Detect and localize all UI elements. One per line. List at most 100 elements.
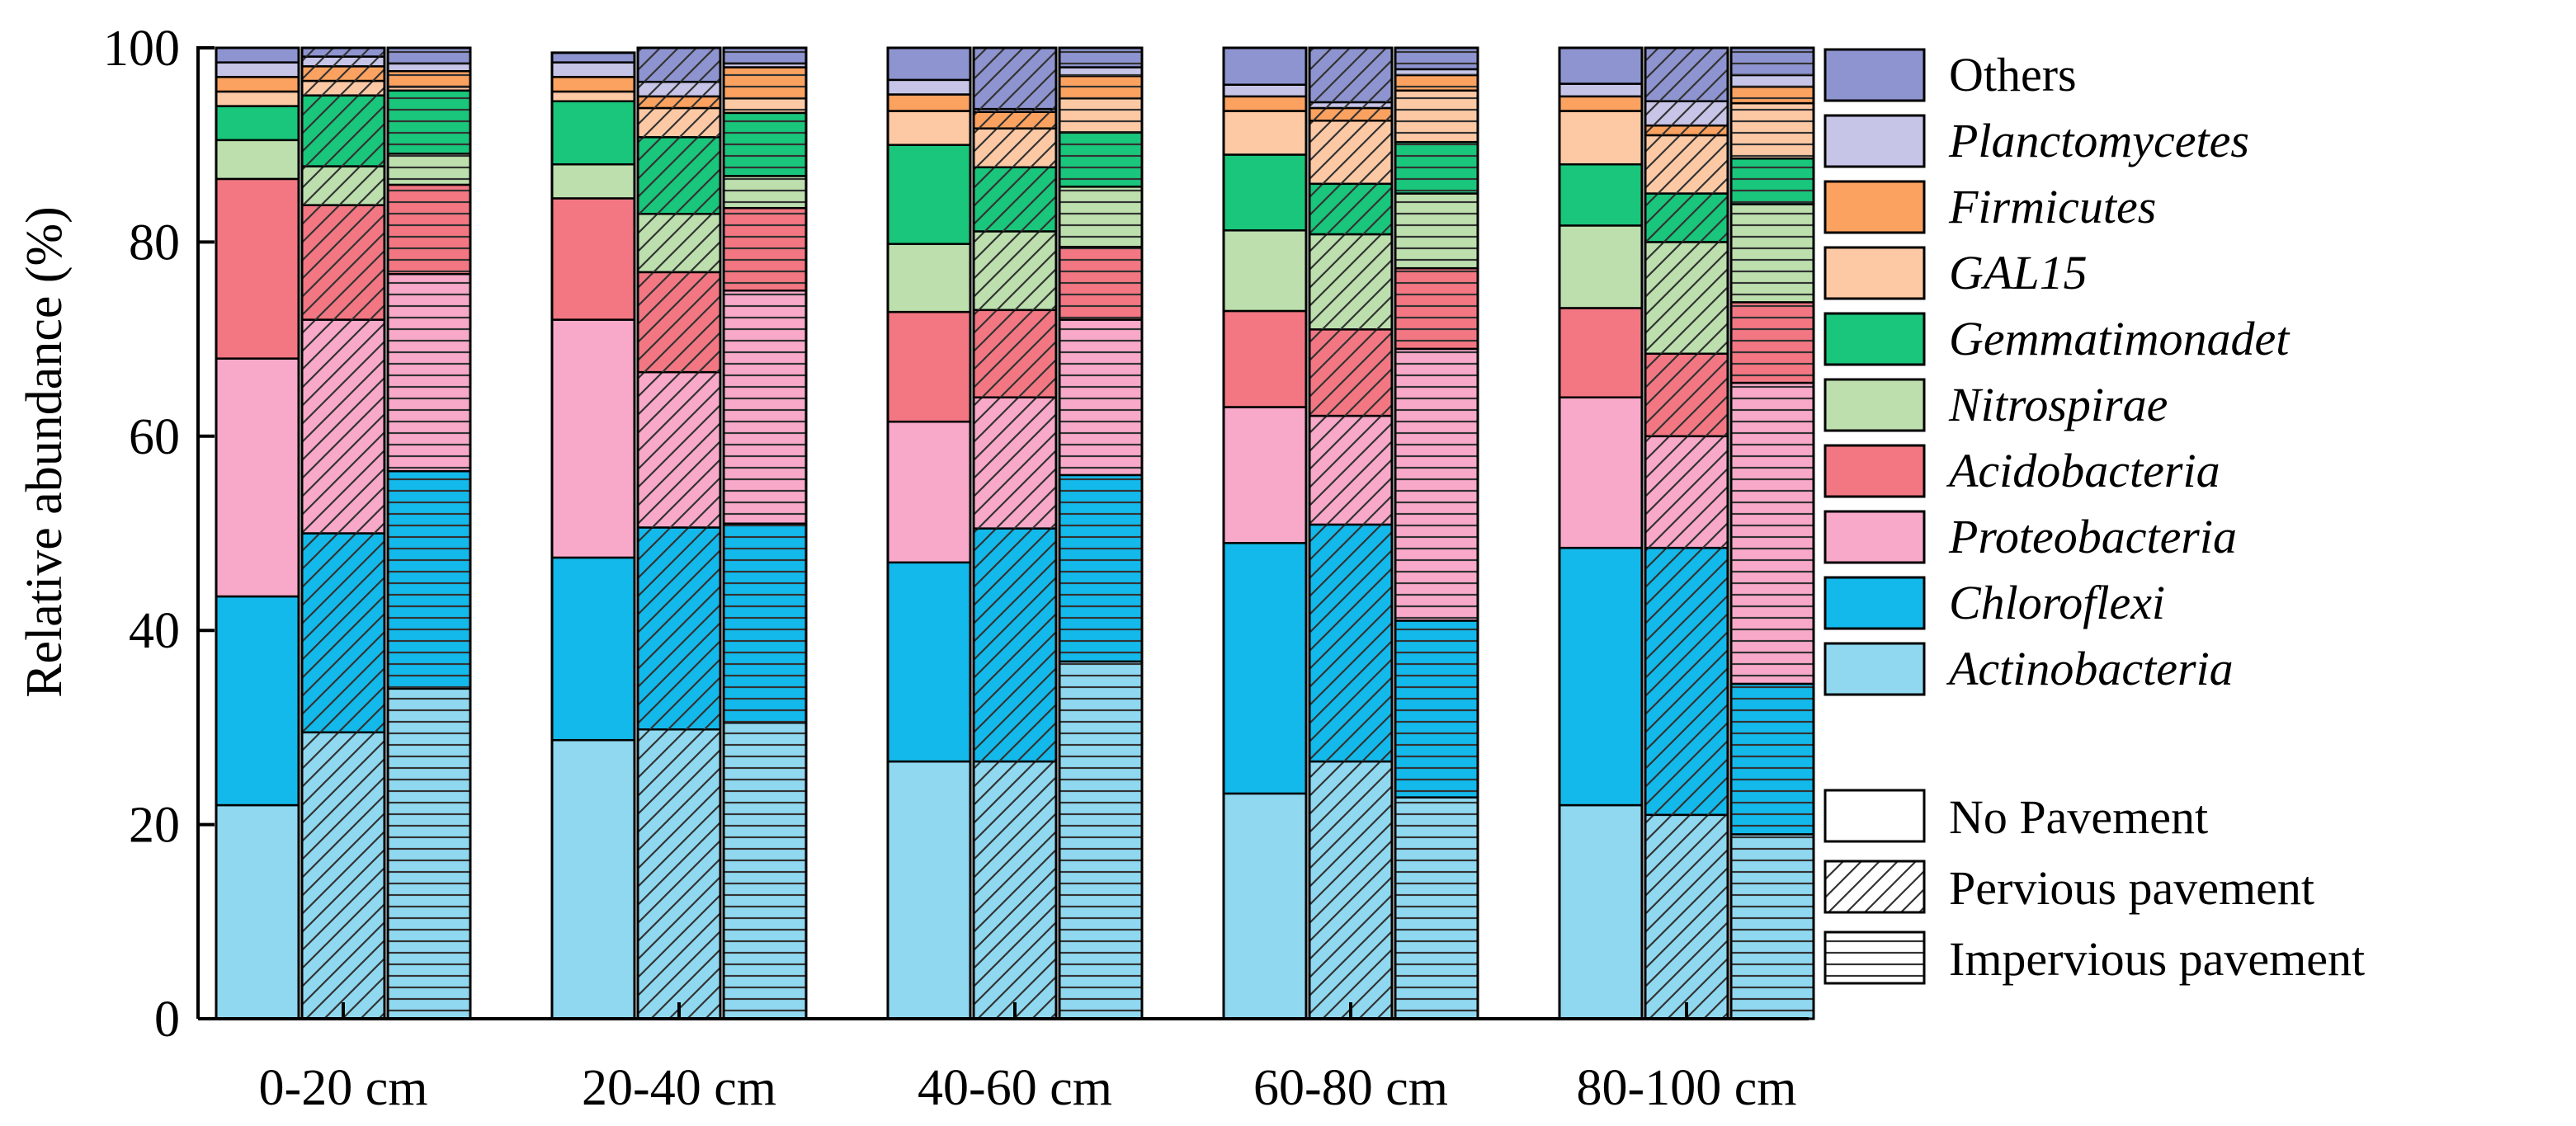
bar-20-40-cm-impervious-pavement-firmicutes-hatch (724, 67, 806, 99)
bar-80-100-cm-impervious-pavement-others-hatch (1731, 48, 1814, 75)
bar-20-40-cm-no-pavement-proteobacteria (550, 318, 636, 559)
bar-20-40-cm-pervious-pavement-planctomycetes-hatch (638, 82, 720, 97)
bar-80-100-cm-impervious-pavement-planctomycetes-hatch (1731, 74, 1814, 87)
x-tick-label-0-20-cm: 0-20 cm (259, 1060, 428, 1116)
bar-0-20-cm-impervious-pavement-actinobacteria-hatch (388, 688, 470, 1019)
bar-0-20-cm-impervious-pavement-firmicutes-hatch (388, 71, 470, 87)
bar-60-80-cm-no-pavement-proteobacteria (1222, 406, 1308, 544)
bar-80-100-cm-pervious-pavement-nitrospirae-hatch (1645, 242, 1728, 354)
bar-0-20-cm-pervious-pavement-actinobacteria-hatch (302, 732, 385, 1019)
bar-60-80-cm-pervious-pavement-acidobacteria-hatch (1309, 329, 1392, 417)
bar-20-40-cm-no-pavement-chloroflexi (550, 556, 636, 742)
bar-20-40-cm-impervious-pavement-chloroflexi-hatch (724, 523, 806, 723)
bar-0-20-cm-pervious-pavement-chloroflexi-hatch (302, 533, 385, 733)
bar-60-80-cm-pervious-pavement-firmicutes-hatch (1309, 107, 1392, 121)
bar-40-60-cm-impervious-pavement-nitrospirae-hatch (1059, 186, 1142, 247)
y-axis-title: Relative abundance (%) (17, 206, 73, 698)
bar-40-60-cm-impervious-pavement-gemmatimonadet-hatch (1059, 132, 1142, 187)
bar-40-60-cm-pervious-pavement-firmicutes-hatch (974, 111, 1056, 129)
bar-20-40-cm-impervious-pavement-planctomycetes-hatch (724, 63, 806, 68)
bar-60-80-cm-impervious-pavement-others-hatch (1395, 48, 1478, 69)
bar-80-100-cm-pervious-pavement-proteobacteria-hatch (1645, 436, 1728, 549)
legend-label-actinobacteria: Actinobacteria (1946, 642, 2234, 695)
bar-40-60-cm-impervious-pavement-proteobacteria-hatch (1059, 319, 1142, 475)
bar-40-60-cm-impervious-pavement-gal15-hatch (1059, 98, 1142, 133)
bar-0-20-cm-impervious-pavement-others-hatch (388, 48, 470, 64)
bar-80-100-cm-impervious-pavement-nitrospirae-hatch (1731, 204, 1814, 303)
bar-0-20-cm-no-pavement-planctomycetes (215, 61, 300, 78)
bar-60-80-cm-no-pavement-gal15 (1222, 110, 1308, 156)
bar-20-40-cm-impervious-pavement-nitrospirae-hatch (724, 176, 806, 209)
bar-20-40-cm-impervious-pavement-gemmatimonadet-hatch (724, 112, 806, 177)
bar-40-60-cm-pervious-pavement-planctomycetes-hatch (974, 109, 1056, 112)
bar-40-60-cm-no-pavement-others (886, 46, 972, 82)
bar-40-60-cm-no-pavement-gal15 (886, 110, 972, 146)
bar-0-20-cm-pervious-pavement-acidobacteria-hatch (302, 205, 385, 320)
bar-40-60-cm-no-pavement-chloroflexi (886, 561, 972, 763)
legend-swatch-chloroflexi (1823, 576, 1926, 630)
bar-60-80-cm-pervious-pavement-gemmatimonadet-hatch (1309, 183, 1392, 234)
bar-40-60-cm-no-pavement-actinobacteria (886, 760, 972, 1020)
bar-20-40-cm-pervious-pavement-actinobacteria-hatch (638, 729, 720, 1019)
bar-0-20-cm-pervious-pavement-proteobacteria-hatch (302, 319, 385, 534)
legend-label-impervious-pavement: Impervious pavement (1949, 932, 2365, 986)
bar-20-40-cm-no-pavement-nitrospirae (550, 163, 636, 200)
bar-0-20-cm-impervious-pavement-planctomycetes-hatch (388, 63, 470, 72)
bar-40-60-cm-pervious-pavement-acidobacteria-hatch (974, 309, 1056, 398)
bar-0-20-cm-impervious-pavement-nitrospirae-hatch (388, 153, 470, 185)
x-tick-label-60-80-cm: 60-80 cm (1253, 1060, 1448, 1116)
bar-40-60-cm-no-pavement-proteobacteria (886, 420, 972, 564)
bar-80-100-cm-no-pavement-others (1558, 46, 1644, 85)
legend-label-gemmatimonadet: Gemmatimonadet (1949, 312, 2291, 365)
bars-layer (215, 46, 1815, 1020)
bar-0-20-cm-pervious-pavement-planctomycetes-hatch (302, 56, 385, 67)
bar-80-100-cm-impervious-pavement-gal15-hatch (1731, 103, 1814, 159)
bar-0-20-cm-pervious-pavement-firmicutes-hatch (302, 66, 385, 82)
bar-80-100-cm-impervious-pavement-chloroflexi-hatch (1731, 683, 1814, 835)
bar-60-80-cm-no-pavement-others (1222, 46, 1308, 86)
bar-40-60-cm-pervious-pavement-proteobacteria-hatch (974, 397, 1056, 529)
bar-80-100-cm-no-pavement-actinobacteria (1558, 803, 1644, 1020)
bar-20-40-cm-pervious-pavement-acidobacteria-hatch (638, 271, 720, 373)
bar-80-100-cm-no-pavement-acidobacteria (1558, 307, 1644, 398)
bar-0-20-cm-no-pavement-chloroflexi (215, 595, 300, 807)
bar-80-100-cm-pervious-pavement-others-hatch (1645, 48, 1728, 101)
bar-60-80-cm-impervious-pavement-planctomycetes-hatch (1395, 68, 1478, 75)
bar-40-60-cm-impervious-pavement-planctomycetes-hatch (1059, 67, 1142, 77)
bar-0-20-cm-pervious-pavement-others-hatch (302, 48, 385, 57)
y-tick-label-40: 40 (129, 603, 180, 659)
bar-20-40-cm-pervious-pavement-proteobacteria-hatch (638, 372, 720, 528)
x-tick-label-40-60-cm: 40-60 cm (918, 1060, 1112, 1116)
legend-hatch-pervious-pavement (1823, 860, 1926, 914)
bar-20-40-cm-pervious-pavement-nitrospirae-hatch (638, 214, 720, 272)
bar-80-100-cm-impervious-pavement-gemmatimonadet-hatch (1731, 158, 1814, 205)
legend-swatch-firmicutes (1823, 180, 1926, 234)
bar-0-20-cm-no-pavement-acidobacteria (215, 177, 300, 360)
bar-20-40-cm-no-pavement-actinobacteria (550, 738, 636, 1020)
bar-80-100-cm-impervious-pavement-actinobacteria-hatch (1731, 834, 1814, 1019)
bar-60-80-cm-no-pavement-actinobacteria (1222, 792, 1308, 1020)
bar-60-80-cm-pervious-pavement-chloroflexi-hatch (1309, 524, 1392, 762)
bar-0-20-cm-no-pavement-proteobacteria (215, 357, 300, 598)
bar-60-80-cm-impervious-pavement-nitrospirae-hatch (1395, 193, 1478, 269)
bar-20-40-cm-pervious-pavement-firmicutes-hatch (638, 96, 720, 108)
legend: Others Planctomycetes Firmicutes GAL15 Gemma… (1823, 48, 2365, 986)
legend-label-firmicutes: Firmicutes (1948, 180, 2156, 233)
legend-label-proteobacteria: Proteobacteria (1948, 510, 2237, 563)
legend-swatch-gal15 (1823, 246, 1926, 300)
bar-60-80-cm-impervious-pavement-actinobacteria-hatch (1395, 797, 1478, 1019)
bar-60-80-cm-no-pavement-nitrospirae (1222, 229, 1308, 313)
bar-60-80-cm-impervious-pavement-firmicutes-hatch (1395, 74, 1478, 91)
bar-20-40-cm-impervious-pavement-others-hatch (724, 48, 806, 64)
legend-swatch-others (1823, 48, 1926, 102)
bar-60-80-cm-impervious-pavement-proteobacteria-hatch (1395, 348, 1478, 621)
bar-80-100-cm-pervious-pavement-actinobacteria-hatch (1645, 814, 1728, 1019)
bar-20-40-cm-no-pavement-acidobacteria (550, 197, 636, 321)
y-tick-label-20: 20 (129, 798, 180, 854)
bar-0-20-cm-no-pavement-gemmatimonadet (215, 105, 300, 142)
bar-80-100-cm-no-pavement-firmicutes (1558, 95, 1644, 112)
legend-label-nitrospirae: Nitrospirae (1948, 378, 2168, 431)
bar-60-80-cm-pervious-pavement-nitrospirae-hatch (1309, 233, 1392, 330)
bar-60-80-cm-pervious-pavement-proteobacteria-hatch (1309, 416, 1392, 525)
